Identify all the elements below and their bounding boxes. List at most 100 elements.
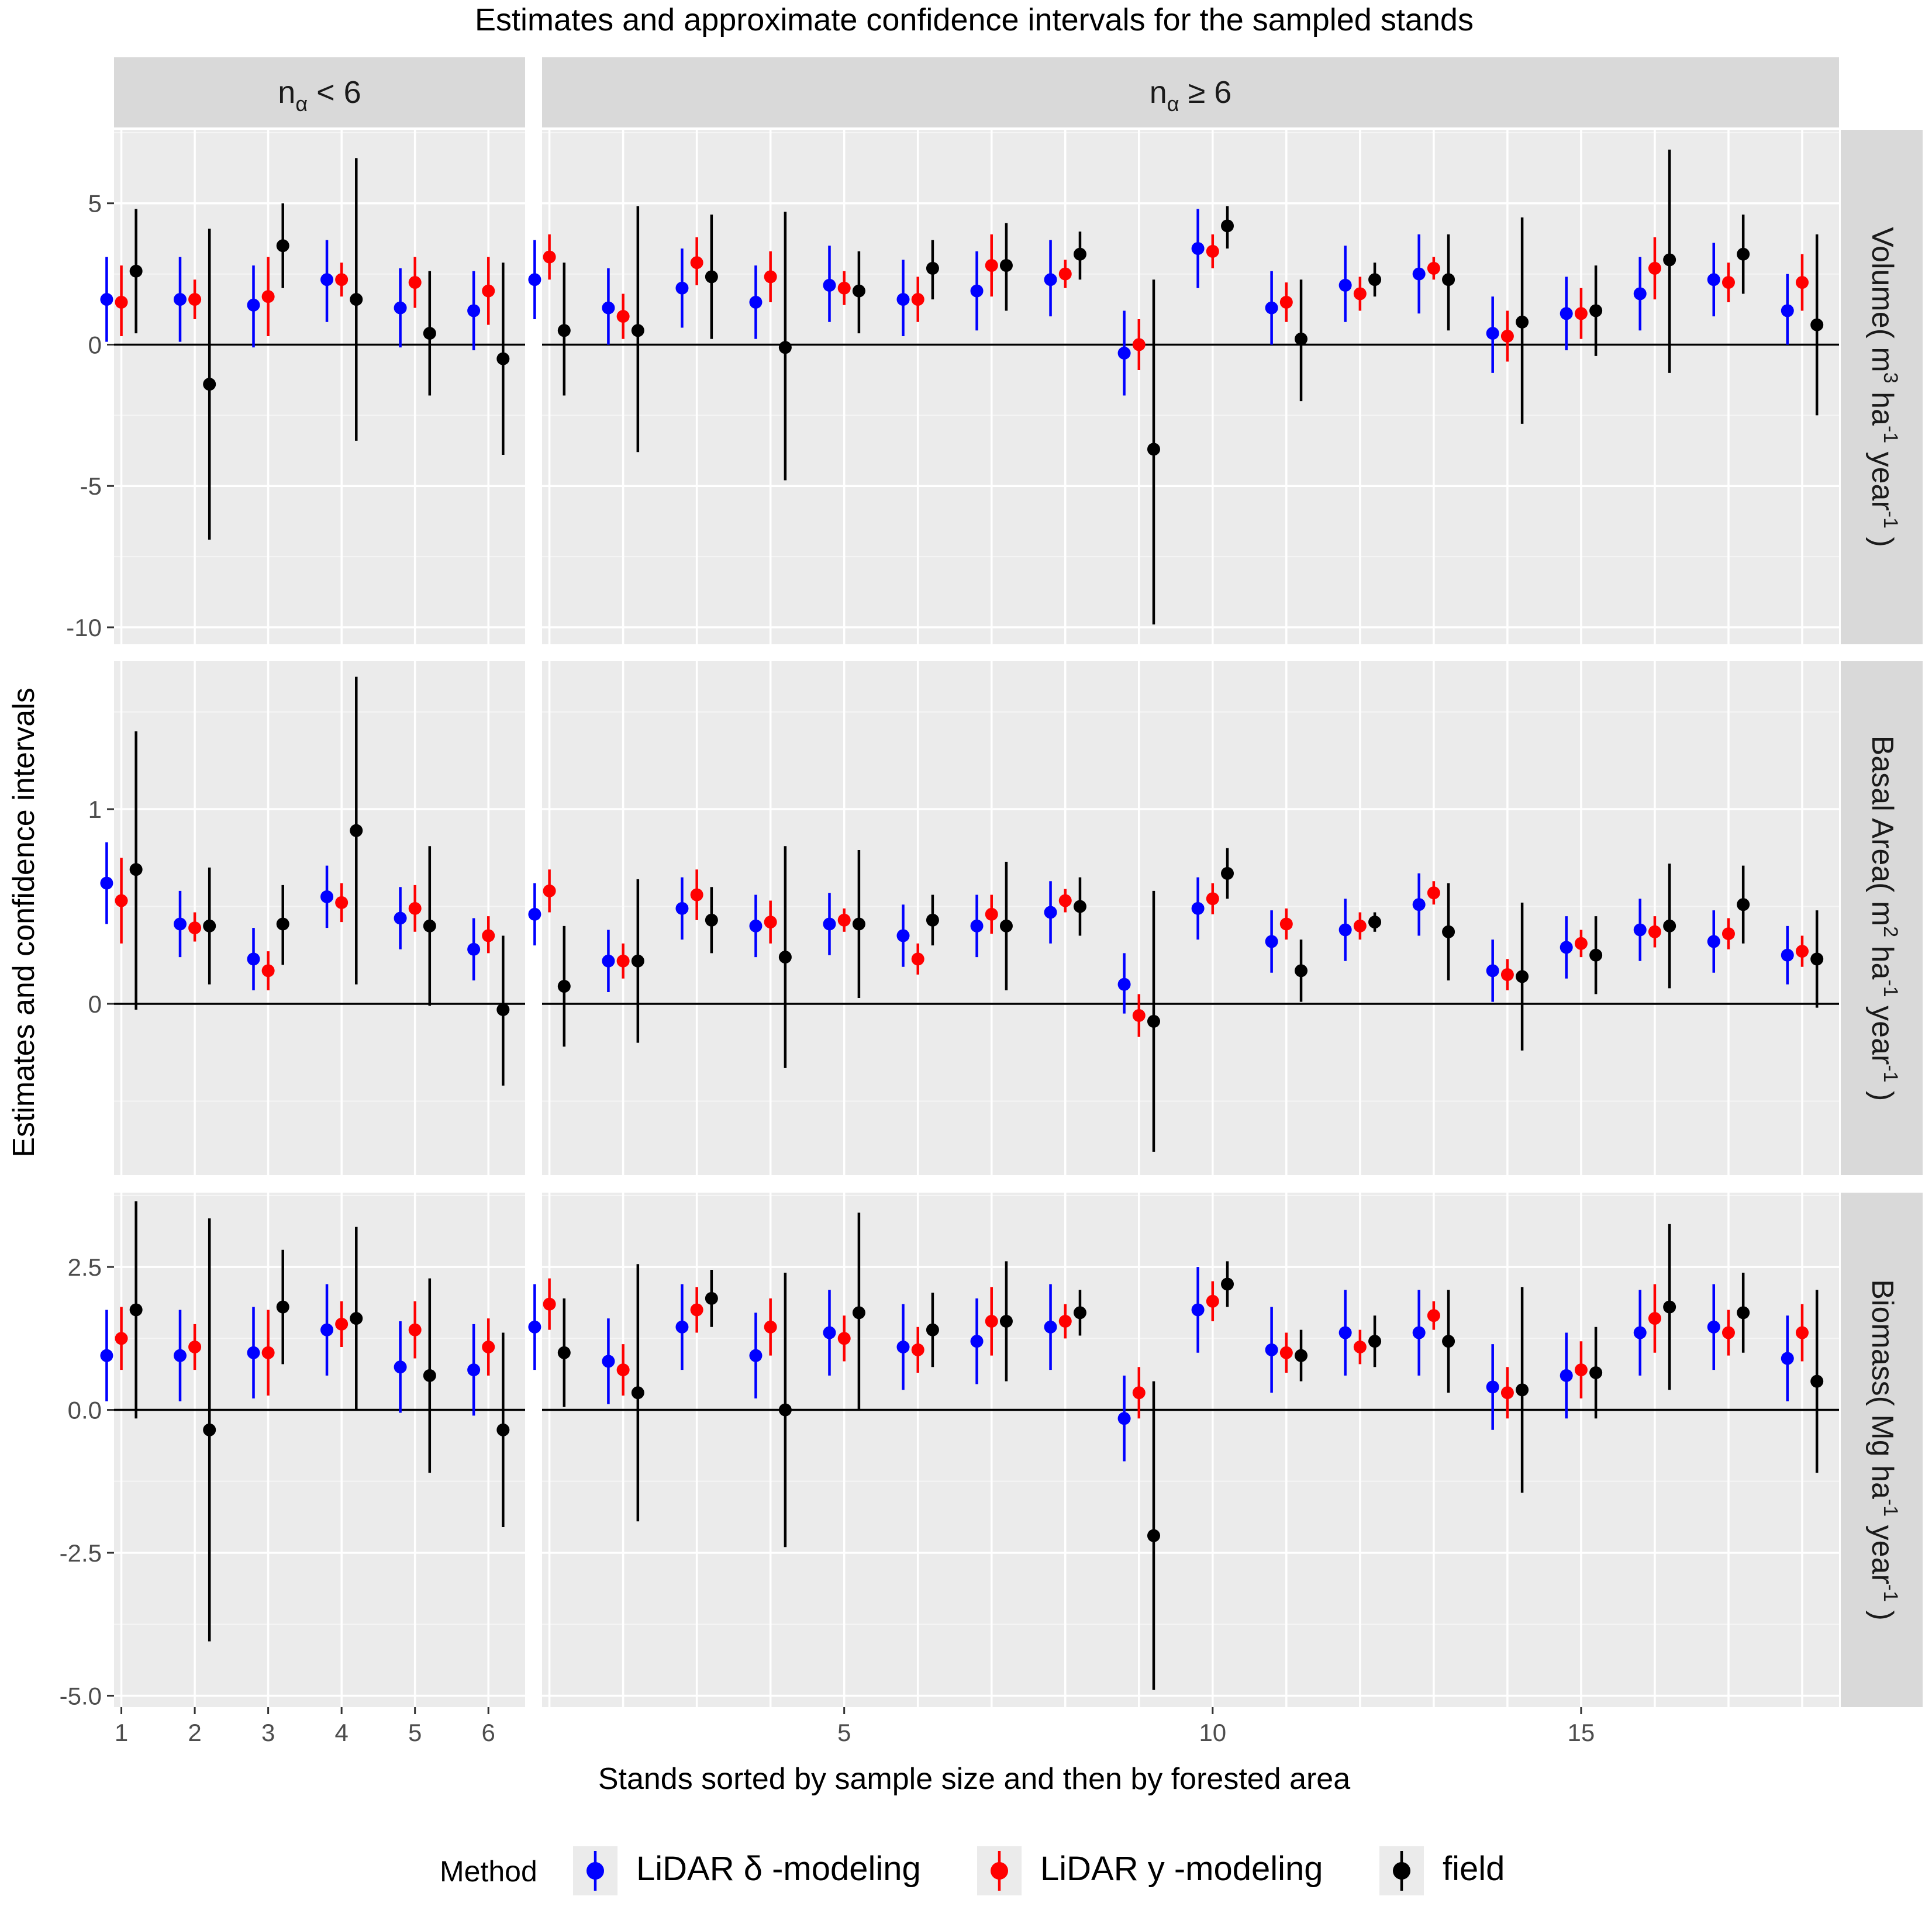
- x-tick-label: 2: [188, 1719, 201, 1746]
- data-point: [1737, 1306, 1750, 1320]
- data-point: [749, 295, 763, 309]
- legend-label-field: field: [1443, 1850, 1505, 1888]
- data-point: [1560, 941, 1573, 954]
- data-point: [1265, 935, 1278, 948]
- series-field: [557, 149, 1824, 625]
- strip-text: n: [278, 75, 295, 110]
- data-point: [247, 298, 260, 312]
- series-lidar-y: [543, 869, 1809, 1037]
- y-tick-label: 1: [88, 796, 102, 823]
- data-point: [1721, 927, 1735, 941]
- strip-superscript: -1: [1879, 426, 1902, 443]
- data-point: [1147, 1014, 1160, 1028]
- data-point: [1795, 945, 1809, 958]
- data-point: [764, 270, 777, 284]
- data-point: [1044, 273, 1057, 286]
- data-point: [1295, 964, 1308, 978]
- legend-label-lidar-y: LiDAR y -modeling: [1040, 1850, 1323, 1888]
- data-point: [1648, 261, 1661, 275]
- data-point: [1073, 900, 1086, 913]
- data-point: [705, 913, 718, 927]
- legend: Method LiDAR δ -modeling LiDAR y -modelin…: [440, 1846, 1505, 1895]
- data-point: [1560, 307, 1573, 320]
- data-point: [1810, 318, 1824, 331]
- strip-text: Basal Area( m: [1865, 735, 1899, 927]
- data-point: [1516, 315, 1529, 329]
- column-strip-1: [114, 57, 525, 127]
- data-point: [631, 1386, 644, 1400]
- data-point: [1265, 1343, 1278, 1356]
- data-point: [528, 273, 541, 286]
- strip-subscript: α: [1167, 92, 1179, 116]
- strip-superscript: 3: [1879, 372, 1902, 384]
- data-point: [926, 1323, 939, 1336]
- data-point: [408, 902, 422, 915]
- data-point: [616, 1363, 630, 1377]
- strip-text: ≥ 6: [1179, 75, 1232, 110]
- data-point: [616, 310, 630, 323]
- y-tick-label: 5: [88, 190, 102, 217]
- y-tick-label: 0: [88, 331, 102, 358]
- data-point: [261, 290, 275, 303]
- data-point: [823, 1326, 836, 1339]
- data-point: [543, 1297, 556, 1311]
- data-point: [970, 919, 984, 932]
- data-point: [188, 921, 202, 935]
- data-point: [1516, 970, 1529, 983]
- data-point: [1368, 1335, 1382, 1348]
- data-point: [408, 276, 422, 289]
- panel-background: [114, 661, 525, 1175]
- chart-title: Estimates and approximate confidence int…: [475, 2, 1474, 37]
- strip-superscript: -1: [1879, 1584, 1902, 1602]
- data-point: [1589, 948, 1603, 962]
- strip-superscript: -1: [1879, 1065, 1902, 1082]
- data-point: [911, 293, 924, 306]
- panel-r3-c1: [100, 1193, 525, 1707]
- data-point: [1368, 916, 1382, 929]
- data-point: [1353, 919, 1367, 932]
- data-point: [1810, 952, 1824, 966]
- series-field: [129, 158, 510, 540]
- legend-title: Method: [440, 1855, 537, 1888]
- data-point: [173, 293, 187, 306]
- panel-background: [542, 661, 1839, 1175]
- data-point: [1117, 1412, 1131, 1425]
- data-point: [778, 951, 792, 964]
- legend-key-dot: [586, 1862, 604, 1880]
- data-point: [602, 301, 615, 315]
- data-point: [823, 917, 836, 931]
- data-point: [1574, 1363, 1588, 1377]
- data-point: [1707, 1320, 1720, 1334]
- y-tick-label: -5.0: [60, 1682, 102, 1709]
- data-point: [1206, 892, 1219, 906]
- data-point: [911, 952, 924, 966]
- row-strip-label-1: Volume( m3 ha-1 year-1 ): [1865, 227, 1902, 547]
- data-point: [1486, 1380, 1499, 1394]
- data-point: [1427, 1309, 1440, 1322]
- data-point: [557, 980, 571, 993]
- strip-text: ha: [1865, 937, 1899, 979]
- panel-background: [114, 1193, 525, 1707]
- data-point: [335, 1317, 349, 1331]
- data-point: [1338, 278, 1352, 292]
- data-point: [985, 907, 998, 921]
- data-point: [423, 919, 436, 932]
- data-point: [115, 295, 128, 309]
- y-tick-label: 0.0: [68, 1397, 102, 1424]
- series-field: [557, 846, 1824, 1152]
- data-point: [528, 1320, 541, 1334]
- panel-background: [542, 1193, 1839, 1707]
- data-point: [749, 919, 763, 932]
- data-point: [764, 916, 777, 929]
- data-point: [394, 301, 407, 315]
- data-point: [129, 264, 143, 278]
- data-point: [1707, 273, 1720, 286]
- data-point: [261, 1346, 275, 1359]
- data-point: [1132, 1008, 1146, 1022]
- data-point: [999, 259, 1013, 272]
- panel-r1-c2: [528, 130, 1839, 644]
- data-point: [394, 1360, 407, 1374]
- data-point: [335, 273, 349, 286]
- data-point: [423, 1369, 436, 1382]
- column-strip-label-2: nα ≥ 6: [1150, 75, 1232, 116]
